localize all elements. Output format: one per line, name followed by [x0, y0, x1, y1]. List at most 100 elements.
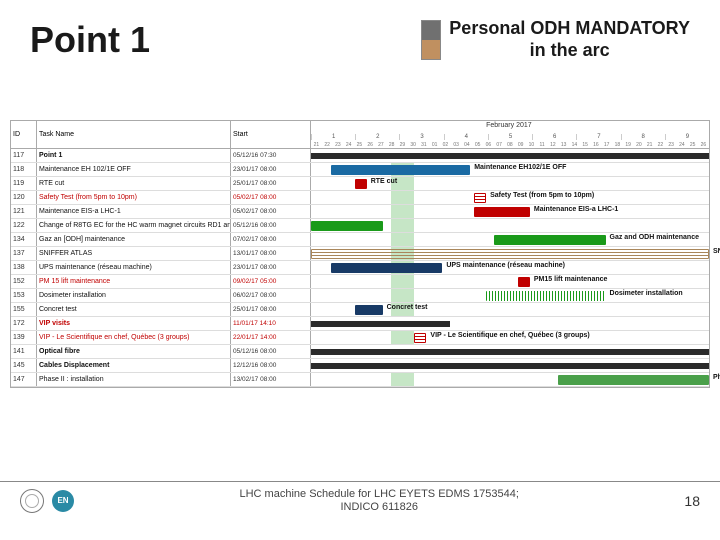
row-task-name: RTE cut	[37, 177, 231, 190]
bar-label: Pha	[711, 374, 720, 381]
row-bar-area: Pha	[311, 373, 709, 386]
row-id: 134	[11, 233, 37, 246]
odh-line2: in the arc	[530, 40, 610, 60]
bar-label: Maintenance EIS-a LHC-1	[532, 206, 618, 213]
day-cell: 09	[515, 142, 526, 148]
row-start-date: 05/02/17 08:00	[231, 205, 311, 218]
row-start-date: 05/12/16 08:00	[231, 345, 311, 358]
timeline-header: February 2017 123456789 2122232425262728…	[311, 121, 709, 148]
day-cell: 05	[472, 142, 483, 148]
row-bar-area: Concret test	[311, 303, 709, 316]
day-cell: 04	[462, 142, 473, 148]
gantt-bar	[311, 321, 450, 327]
table-row: 138UPS maintenance (réseau machine)23/01…	[11, 261, 709, 275]
gantt-bar	[486, 291, 605, 301]
row-start-date: 05/12/16 08:00	[231, 219, 311, 232]
row-bar-area: Dosimeter installation	[311, 289, 709, 302]
bar-label: PM15 lift maintenance	[532, 276, 608, 283]
gantt-bar	[414, 333, 426, 343]
row-id: 172	[11, 317, 37, 330]
row-task-name: Maintenance EIS-a LHC-1	[37, 205, 231, 218]
table-row: 119RTE cut25/01/17 08:00RTE cut	[11, 177, 709, 191]
row-id: 119	[11, 177, 37, 190]
table-row: 137SNIFFER ATLAS13/01/17 08:00SNI	[11, 247, 709, 261]
row-bar-area	[311, 345, 709, 358]
footnote-text: LHC machine Schedule for LHC EYETS EDMS …	[74, 488, 684, 514]
gantt-bar	[311, 153, 709, 159]
bar-label: VIP - Le Scientifique en chef, Québec (3…	[428, 332, 589, 339]
row-start-date: 13/02/17 08:00	[231, 373, 311, 386]
timeline-days: 2122232425262728293031010203040506070809…	[311, 142, 709, 148]
row-task-name: Change of R8TG EC for the HC warm magnet…	[37, 219, 231, 232]
gantt-bar	[331, 165, 470, 175]
day-cell: 26	[698, 142, 709, 148]
gantt-header-row: ID Task Name Start February 2017 1234567…	[11, 121, 709, 149]
gantt-chart: ID Task Name Start February 2017 1234567…	[10, 120, 710, 388]
green-band	[391, 233, 415, 246]
day-cell: 11	[537, 142, 548, 148]
row-start-date: 13/01/17 08:00	[231, 247, 311, 260]
day-cell: 26	[365, 142, 376, 148]
green-band	[391, 373, 415, 386]
row-start-date: 07/02/17 08:00	[231, 233, 311, 246]
day-cell: 10	[526, 142, 537, 148]
table-row: 118Maintenance EH 102/1E OFF23/01/17 08:…	[11, 163, 709, 177]
row-start-date: 23/01/17 08:00	[231, 163, 311, 176]
day-cell: 19	[623, 142, 634, 148]
row-start-date: 09/02/17 05:00	[231, 275, 311, 288]
odh-warning: Personal ODH MANDATORY in the arc	[421, 18, 690, 61]
row-task-name: VIP - Le Scientifique en chef, Québec (3…	[37, 331, 231, 344]
table-row: 122Change of R8TG EC for the HC warm mag…	[11, 219, 709, 233]
week-cell: 7	[576, 134, 620, 140]
day-cell: 15	[580, 142, 591, 148]
day-cell: 17	[601, 142, 612, 148]
bar-label: UPS maintenance (réseau machine)	[444, 262, 565, 269]
week-cell: 5	[488, 134, 532, 140]
gantt-bar	[518, 277, 530, 287]
day-cell: 31	[419, 142, 430, 148]
row-id: 118	[11, 163, 37, 176]
table-row: 152PM 15 lift maintenance09/02/17 05:00P…	[11, 275, 709, 289]
gantt-bar	[494, 235, 605, 245]
row-id: 153	[11, 289, 37, 302]
week-cell: 9	[665, 134, 709, 140]
green-band	[391, 275, 415, 288]
row-id: 147	[11, 373, 37, 386]
gantt-bar	[311, 221, 383, 231]
day-cell: 28	[386, 142, 397, 148]
bar-label: SNI	[711, 248, 720, 255]
header-task: Task Name	[37, 121, 231, 148]
day-cell: 18	[612, 142, 623, 148]
day-cell: 22	[655, 142, 666, 148]
week-cell: 1	[311, 134, 355, 140]
header-id: ID	[11, 121, 37, 148]
slide-header: Point 1 Personal ODH MANDATORY in the ar…	[0, 0, 720, 80]
row-start-date: 06/02/17 08:00	[231, 289, 311, 302]
day-cell: 01	[429, 142, 440, 148]
table-row: 145Cables Displacement12/12/16 08:00	[11, 359, 709, 373]
day-cell: 12	[548, 142, 559, 148]
week-cell: 4	[444, 134, 488, 140]
row-id: 139	[11, 331, 37, 344]
row-id: 145	[11, 359, 37, 372]
bar-label: Maintenance EH102/1E OFF	[472, 164, 566, 171]
row-bar-area: VIP - Le Scientifique en chef, Québec (3…	[311, 331, 709, 344]
row-start-date: 05/02/17 08:00	[231, 191, 311, 204]
header-start: Start	[231, 121, 311, 148]
gantt-bar	[558, 375, 709, 385]
bar-label: Dosimeter installation	[608, 290, 683, 297]
footer-logos: EN	[20, 489, 74, 513]
week-cell: 3	[399, 134, 443, 140]
slide-footer: EN LHC machine Schedule for LHC EYETS ED…	[0, 481, 720, 520]
row-task-name: Phase II : installation	[37, 373, 231, 386]
bar-label: Safety Test (from 5pm to 10pm)	[488, 192, 594, 199]
week-cell: 6	[532, 134, 576, 140]
row-start-date: 11/01/17 14:10	[231, 317, 311, 330]
table-row: 155Concret test25/01/17 08:00Concret tes…	[11, 303, 709, 317]
day-cell: 20	[634, 142, 645, 148]
gantt-bar	[355, 179, 367, 189]
bar-label: RTE cut	[369, 178, 397, 185]
table-row: 172VIP visits11/01/17 14:10	[11, 317, 709, 331]
table-row: 134Gaz an [ODH] maintenance07/02/17 08:0…	[11, 233, 709, 247]
gantt-bar	[311, 249, 709, 259]
